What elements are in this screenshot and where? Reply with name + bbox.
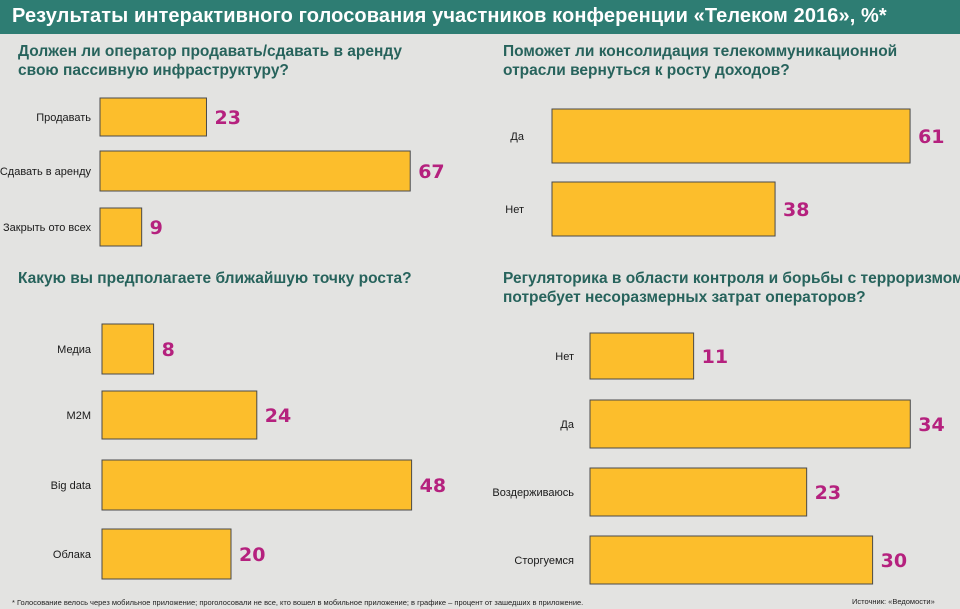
bar-3-1 [101, 323, 155, 375]
value-label-4-4: 30 [881, 550, 907, 572]
bar-3-2 [101, 390, 258, 440]
chart-1: Продавать 23 Сдавать в аренду 67 Закрыть ото… [0, 97, 445, 247]
value-label-1-1: 23 [214, 107, 240, 129]
category-label-3-4: Облака [53, 549, 92, 561]
value-label-3-4: 20 [239, 544, 265, 566]
question-4-line-1: Регуляторика в области контроля и борьбы… [503, 270, 960, 287]
category-label-1-3: Закрыть ото всех [3, 222, 91, 234]
value-label-3-3: 48 [420, 475, 446, 497]
value-label-1-3: 9 [150, 217, 163, 239]
value-label-2-2: 38 [783, 199, 809, 221]
category-label-4-4: Сторгуемся [514, 555, 574, 567]
question-2: Поможет ли консолидация телекоммуникацио… [503, 42, 897, 80]
footnote: * Голосование велось через мобильное при… [12, 598, 584, 607]
value-label-4-2: 34 [918, 414, 944, 436]
category-label-2-1: Да [510, 131, 524, 143]
question-3: Какую вы предполагаете ближайшую точку р… [18, 269, 412, 288]
chart-4: Нет 11 Да 34 Воздерживаюсь 23 Сторгуемся 30 [492, 332, 945, 585]
question-3-line-1: Какую вы предполагаете ближайшую точку р… [18, 270, 412, 287]
bar-4-4 [589, 535, 874, 585]
category-label-4-1: Нет [555, 351, 574, 363]
bar-2-1 [551, 108, 911, 164]
category-label-4-2: Да [560, 419, 574, 431]
bar-1-1 [99, 97, 207, 137]
question-4: Регуляторика в области контроля и борьбы… [503, 269, 960, 307]
value-label-4-1: 11 [702, 346, 728, 368]
category-label-1-1: Продавать [36, 112, 91, 124]
category-label-3-1: Медиа [57, 344, 92, 356]
header-bar: Результаты интерактивного голосования уч… [0, 0, 960, 34]
category-label-4-3: Воздерживаюсь [492, 487, 574, 499]
bar-3-3 [101, 459, 413, 511]
question-1-line-2: свою пассивную инфраструктуру? [18, 62, 289, 79]
bar-4-2 [589, 399, 911, 449]
value-label-4-3: 23 [815, 482, 841, 504]
category-label-3-3: Big data [51, 480, 92, 492]
question-2-line-2: отрасли вернуться к росту доходов? [503, 62, 790, 79]
category-label-3-2: M2M [67, 410, 91, 422]
chart-2: Да 61 Нет 38 [505, 108, 945, 237]
bar-1-2 [99, 150, 411, 192]
value-label-3-2: 24 [265, 405, 291, 427]
category-label-2-2: Нет [505, 204, 524, 216]
value-label-2-1: 61 [918, 126, 944, 148]
question-1-line-1: Должен ли оператор продавать/сдавать в а… [18, 43, 403, 60]
question-1: Должен ли оператор продавать/сдавать в а… [18, 42, 402, 80]
bar-4-1 [589, 332, 695, 380]
source-note: Источник: «Ведомости» [852, 597, 935, 606]
question-2-line-1: Поможет ли консолидация телекоммуникацио… [503, 43, 898, 60]
bar-1-3 [99, 207, 143, 247]
bar-4-3 [589, 467, 808, 517]
page-title: Результаты интерактивного голосования уч… [12, 5, 887, 27]
bar-3-4 [101, 528, 232, 580]
question-4-line-2: потребует несоразмерных затрат операторо… [503, 289, 866, 306]
value-label-1-2: 67 [418, 161, 444, 183]
chart-3: Медиа 8 M2M 24 Big data 48 Облака 20 [51, 323, 446, 580]
value-label-3-1: 8 [162, 339, 175, 361]
category-label-1-2: Сдавать в аренду [0, 166, 91, 178]
bar-2-2 [551, 181, 776, 237]
